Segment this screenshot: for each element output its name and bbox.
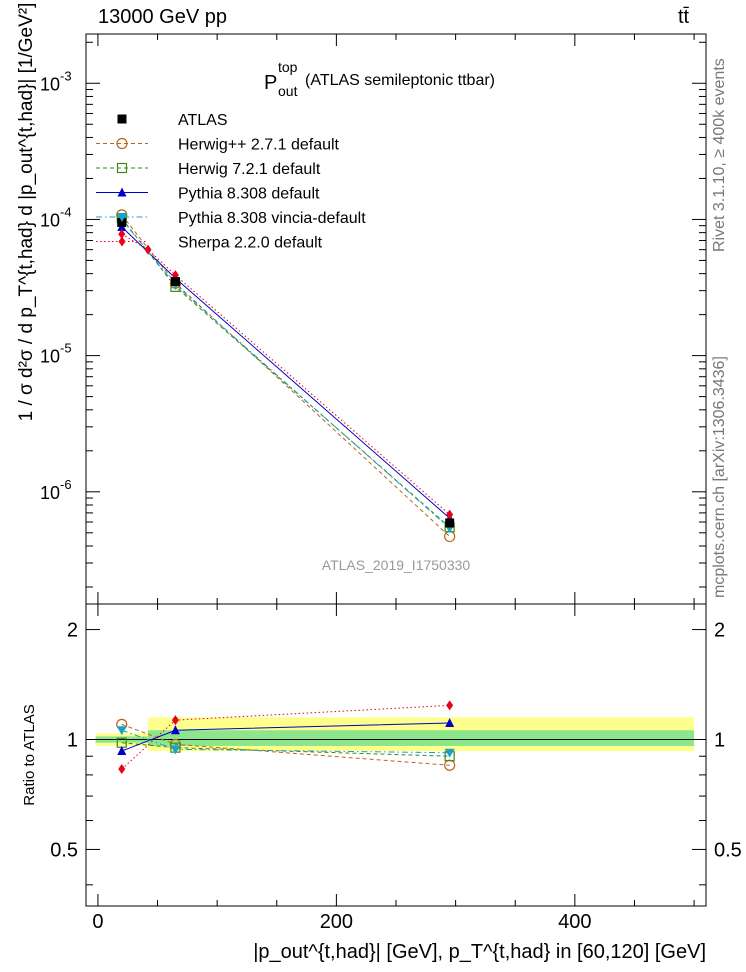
main-y-tick-label: 10 [40, 74, 60, 94]
sherpa-2-2-0-default-ratio-point [118, 764, 126, 775]
legend-marker-sherpa-2-2-0-default [118, 236, 126, 247]
main-y-tick-label: 10 [40, 347, 60, 367]
herwig-2-7-1-default-ratio-line [121, 723, 450, 766]
sherpa-2-2-0-default-ratio-point [446, 700, 454, 711]
ratio-y-tick-label-right: 1 [714, 730, 725, 752]
legend-marker-pythia-8-308-default [117, 187, 127, 197]
legend-marker-herwig-2-7-1-default [116, 137, 128, 150]
legend-label-pythia-8-308-vincia-default: Pythia 8.308 vincia-default [178, 210, 366, 227]
analysis-watermark: ATLAS_2019_I1750330 [322, 557, 471, 573]
pythia-8-308-default-ratio-point [117, 746, 127, 756]
ratio-y-tick-label-left: 1 [67, 730, 78, 752]
atlas-point [170, 277, 180, 287]
ratio-y-tick-label-left: 2 [67, 620, 78, 642]
legend-label-atlas: ATLAS [178, 112, 228, 129]
ratio-y-tick-label-right: 0.5 [714, 839, 742, 861]
process-label: tt̄ [678, 6, 690, 28]
sherpa-2-2-0-default-point [446, 509, 454, 520]
pythia-8-308-vincia-default-line [121, 219, 450, 529]
legend-label-herwig-2-7-1-default: Herwig++ 2.7.1 default [178, 137, 340, 154]
ratio-y-axis-label: Ratio to ATLAS [21, 704, 38, 805]
main-y-axis-label: 1 / σ d²σ / d p_T^{t,had} d |p_out^{t,ha… [16, 3, 37, 422]
sherpa-2-2-0-default-line [121, 233, 450, 515]
plot-title-symbol: P [264, 72, 277, 94]
x-tick-label: 400 [558, 911, 591, 933]
x-axis-label: |p_out^{t,had}| [GeV], p_T^{t,had} in [6… [253, 941, 706, 963]
main-y-tick-label: 10 [40, 483, 60, 503]
sherpa-2-2-0-default-ratio-point [171, 715, 179, 726]
plot-title-text: (ATLAS semileptonic ttbar) [305, 72, 495, 89]
plot-title-superscript: top [278, 59, 298, 75]
main-y-tick-label-exponent: -4 [60, 204, 72, 219]
main-y-tick-label-exponent: -5 [60, 341, 72, 356]
atlas-point [445, 518, 455, 528]
pythia-8-308-vincia-default-ratio-point [444, 748, 455, 758]
atlas-point [117, 217, 127, 227]
main-y-tick-label-exponent: -3 [60, 68, 72, 83]
herwig-2-7-1-default-line [121, 214, 450, 537]
legend-label-sherpa-2-2-0-default: Sherpa 2.2.0 default [178, 235, 323, 252]
pythia-8-308-default-ratio-point [170, 725, 180, 735]
energy-label: 13000 GeV pp [98, 6, 227, 28]
herwig-7-2-1-default-line [121, 217, 450, 528]
main-y-tick-label-exponent: -6 [60, 477, 72, 492]
legend-label-herwig-7-2-1-default: Herwig 7.2.1 default [178, 161, 321, 178]
ratio-y-tick-label-right: 2 [714, 620, 725, 642]
legend-marker-herwig-7-2-1-default [116, 162, 128, 174]
sherpa-2-2-0-default-point [144, 244, 152, 255]
pythia-8-308-default-line [121, 226, 450, 519]
legend-marker-atlas [117, 114, 127, 124]
plot-title-subscript: out [278, 83, 298, 99]
x-tick-label: 200 [320, 911, 353, 933]
pythia-8-308-default-ratio-point [445, 717, 455, 727]
pythia-8-308-vincia-default-ratio-point [116, 726, 127, 736]
ratio-y-tick-label-left: 0.5 [50, 839, 78, 861]
legend-marker-pythia-8-308-vincia-default [117, 213, 127, 222]
main-y-tick-label: 10 [40, 210, 60, 230]
x-tick-label: 0 [92, 911, 103, 933]
sherpa-2-2-0-default-point [118, 229, 126, 240]
pythia-8-308-vincia-default-ratio-point [170, 745, 181, 755]
stat-uncertainty-bin-1 [148, 730, 695, 746]
legend-label-pythia-8-308-default: Pythia 8.308 default [178, 186, 320, 203]
